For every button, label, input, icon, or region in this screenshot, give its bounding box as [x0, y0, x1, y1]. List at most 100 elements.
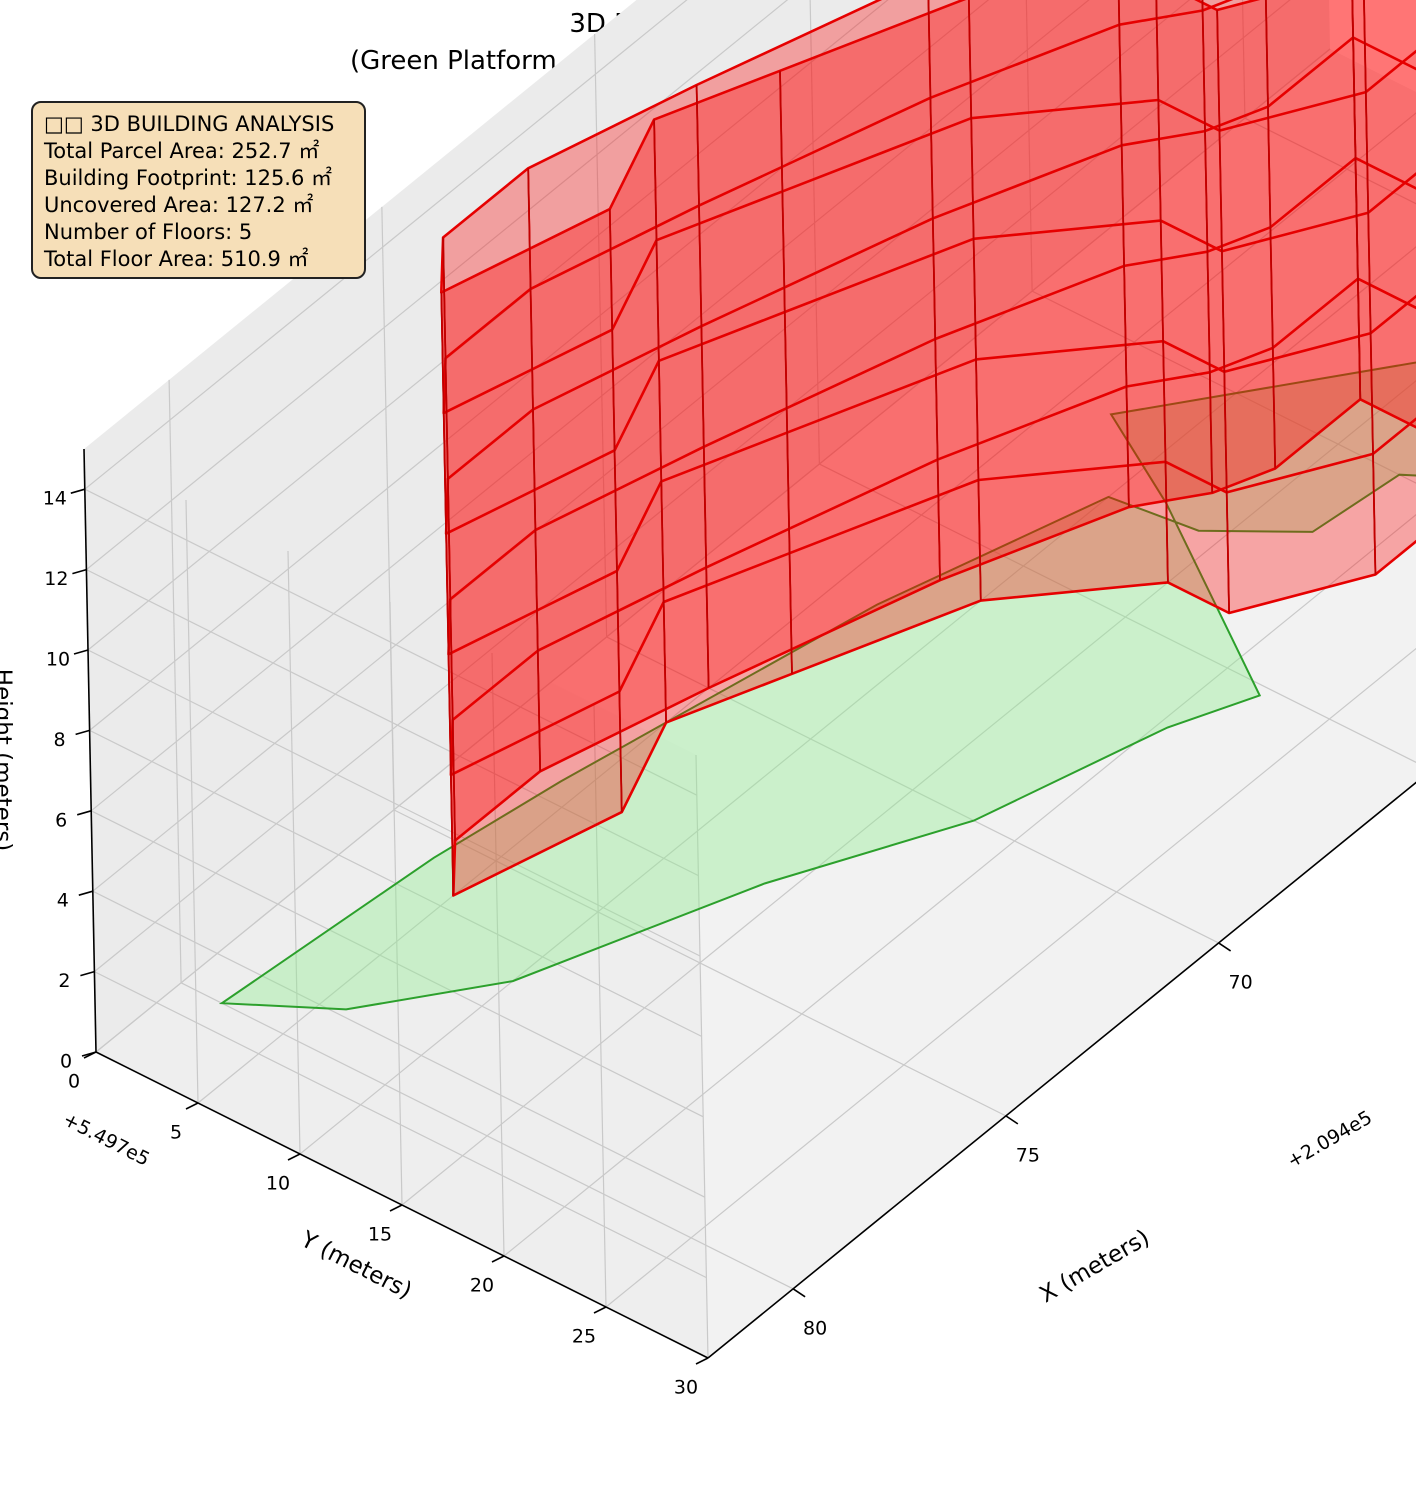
z-tick-label: 0 [60, 1051, 72, 1073]
info-line-footprint: Building Footprint: 125.6 ㎡ [44, 166, 333, 190]
x-axis-line [707, 781, 1416, 1359]
building-edge [653, 119, 667, 723]
y-tick-label: 0 [68, 1071, 80, 1093]
z-tick [80, 970, 95, 977]
y-tick [491, 1255, 505, 1263]
grid-line-y [695, 754, 709, 1359]
building-edge [779, 70, 793, 674]
info-heading: □□ 3D BUILDING ANALYSIS [44, 112, 335, 136]
grid-line-z [87, 0, 889, 651]
y-offset-label: +5.497e5 [59, 1108, 153, 1170]
grid-line-z [95, 48, 1331, 1053]
info-line-floor-area: Total Floor Area: 510.9 ㎡ [44, 247, 309, 271]
z-tick-label: 4 [57, 890, 69, 912]
parcel-polygon [218, 361, 1416, 1011]
grid-line-z [90, 0, 1090, 812]
grid-line-y [389, 601, 403, 1206]
y-tick-label: 15 [368, 1224, 392, 1246]
building-edge [1351, 0, 1362, 400]
z-tick [75, 729, 90, 736]
building-edge [527, 168, 542, 772]
y-tick [593, 1306, 607, 1314]
y-tick [287, 1153, 301, 1161]
building-wall [1351, 0, 1416, 429]
building-edge [1264, 0, 1277, 469]
grid-line-z [84, 0, 688, 490]
grid-line-z [92, 0, 1191, 892]
building-edge [440, 292, 455, 896]
y-tick-label: 20 [470, 1275, 494, 1297]
grid-line-y [185, 499, 199, 1104]
info-box: □□ 3D BUILDING ANALYSIS Total Parcel Are… [31, 101, 366, 279]
grid-line-z [86, 0, 789, 571]
building-edge [1155, 0, 1169, 583]
grid-line-y [605, 647, 1416, 1308]
grid-line-y [401, 380, 1416, 1206]
y-tick [389, 1204, 403, 1212]
building-edge [1201, 0, 1214, 493]
parcel-layer [218, 361, 1416, 1011]
grid-lines [83, 0, 1416, 1359]
grid-line-z [87, 649, 701, 957]
z-axis-line [83, 448, 97, 1053]
axis-panes [84, 0, 1416, 1358]
x-tick [1005, 1115, 1019, 1125]
grid-line-x [1241, 0, 1246, 119]
building-edge [1363, 0, 1377, 575]
x-tick-label: 80 [803, 1317, 827, 1339]
grid-line-z [90, 810, 704, 1118]
building-edge [1216, 10, 1231, 614]
z-tick-label: 10 [46, 649, 70, 671]
z-tick [72, 568, 87, 575]
info-line-floors: Number of Floors: 5 [44, 220, 253, 244]
grid-line-z [92, 890, 706, 1198]
building-edge [608, 209, 623, 813]
z-tick [76, 810, 92, 816]
x-tick [1218, 942, 1232, 952]
building-edge [442, 237, 456, 841]
x-offset-label: +2.094e5 [1284, 1107, 1376, 1173]
z-tick-label: 12 [44, 568, 68, 590]
y-tick-label: 30 [674, 1377, 698, 1399]
grid-line-x [168, 379, 182, 983]
grid-line-y [197, 112, 1416, 1104]
grid-line-z [94, 0, 1291, 973]
z-tick [70, 488, 86, 494]
grid-line-y [299, 246, 1416, 1155]
z-tick [73, 649, 89, 655]
grid-line-z [89, 0, 990, 731]
info-line-parcel-area: Total Parcel Area: 252.7 ㎡ [44, 139, 320, 163]
grid-line-z [94, 971, 707, 1279]
building-wall [442, 167, 542, 842]
building-layer [439, 0, 1416, 897]
y-tick-label: 25 [572, 1326, 596, 1348]
x-axis-label: X (meters) [1035, 1225, 1154, 1309]
floor-outline [439, 0, 1261, 294]
y-tick-label: 10 [266, 1173, 290, 1195]
z-tick-label: 2 [58, 970, 70, 992]
building-edge [927, 0, 941, 581]
y-tick [695, 1357, 709, 1365]
grid-line-x [809, 0, 820, 465]
z-tick-label: 14 [43, 488, 67, 510]
building-edge [695, 84, 710, 688]
y-tick [185, 1102, 199, 1110]
building-edge [1117, 0, 1130, 508]
z-tick-label: 8 [54, 729, 66, 751]
info-line-uncovered: Uncovered Area: 127.2 ㎡ [44, 193, 314, 217]
z-tick-label: 6 [55, 809, 67, 831]
right-pane [84, 0, 1330, 1052]
y-tick [83, 1051, 97, 1059]
grid-line-x [1025, 0, 1033, 292]
x-tick-label: 70 [1229, 972, 1253, 994]
grid-line-y [503, 513, 1416, 1257]
y-axis-label: Y (meters) [296, 1226, 416, 1304]
grid-line-y [593, 703, 607, 1308]
y-tick-label: 5 [170, 1122, 182, 1144]
z-tick [78, 890, 94, 896]
x-tick-label: 75 [1016, 1144, 1040, 1166]
x-tick [792, 1288, 806, 1298]
grid-line-y [287, 550, 301, 1155]
building-edge [967, 0, 982, 601]
